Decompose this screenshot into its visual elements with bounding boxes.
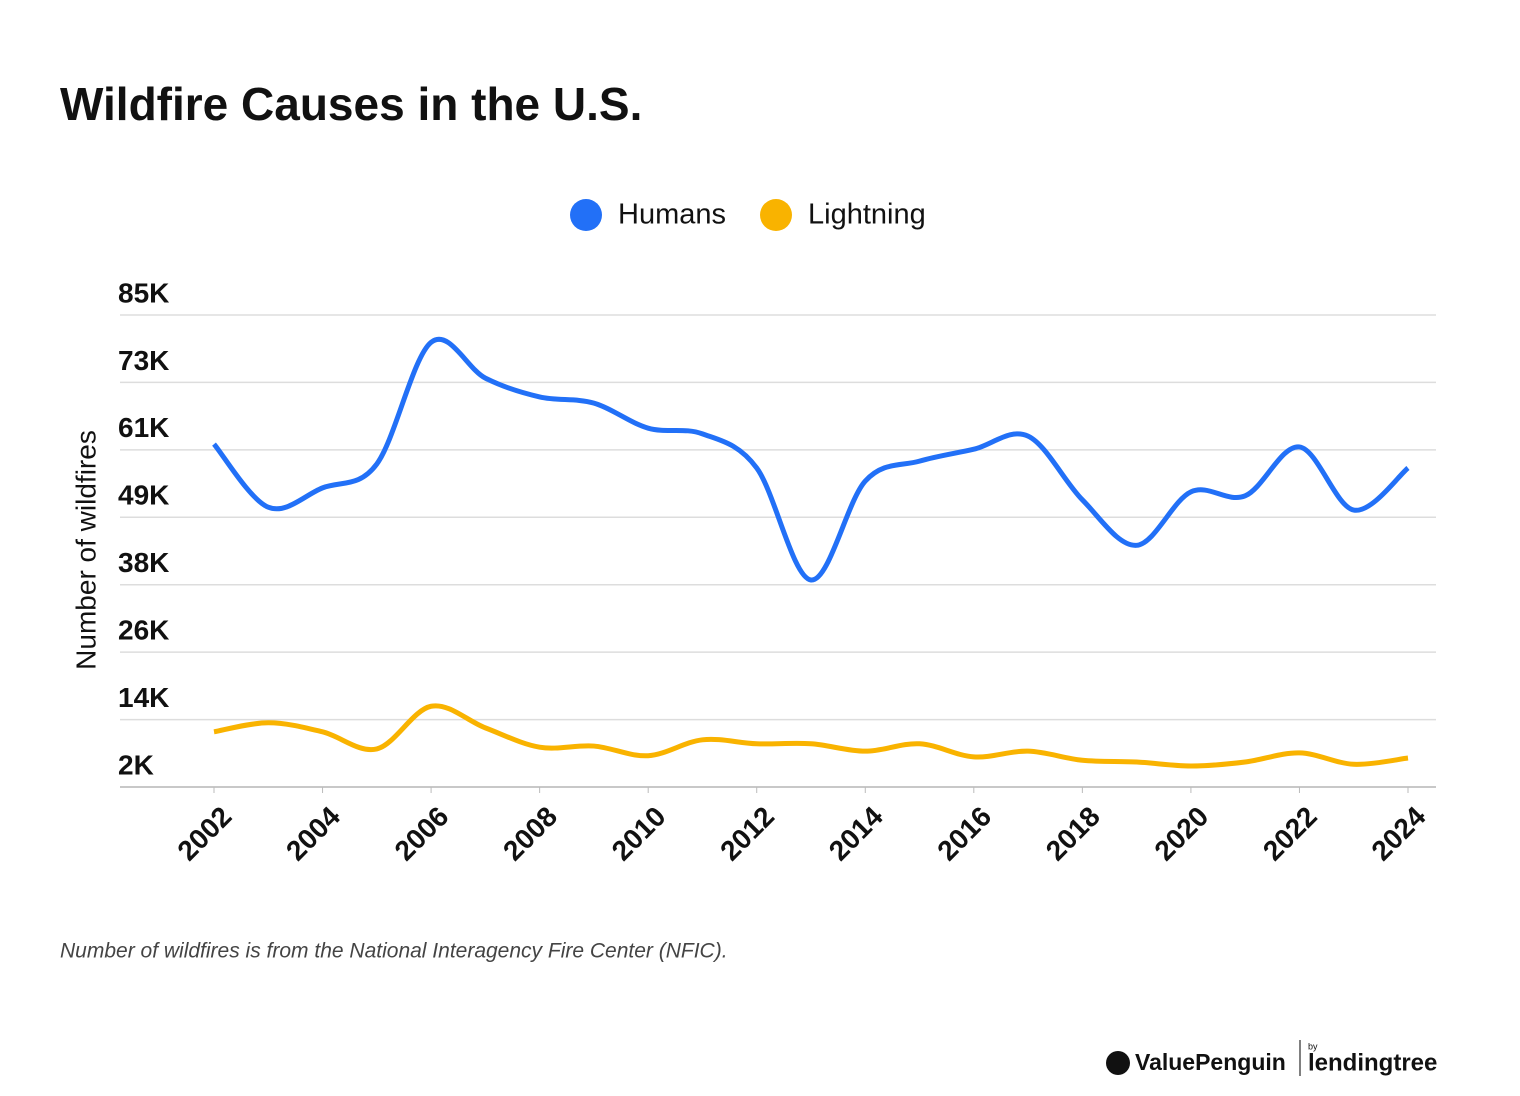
x-tick-label: 2010 — [606, 801, 672, 867]
x-tick-label: 2016 — [931, 801, 997, 867]
x-tick-label: 2004 — [280, 800, 346, 866]
y-axis-title: Number of wildfires — [70, 430, 101, 670]
logo-icon — [1106, 1051, 1130, 1075]
y-tick-label: 38K — [118, 547, 169, 578]
x-tick-label: 2022 — [1257, 801, 1323, 867]
line-series — [212, 337, 1410, 583]
x-tick-label: 2008 — [497, 801, 563, 867]
legend-marker — [570, 199, 602, 231]
y-tick-label: 49K — [118, 480, 169, 511]
legend-label: Lightning — [808, 199, 926, 231]
y-tick-label: 26K — [118, 615, 169, 646]
x-tick-label: 2012 — [714, 801, 780, 867]
footnote: Number of wildfires is from the National… — [60, 940, 728, 963]
x-tick-label: 2018 — [1040, 801, 1106, 867]
x-tick-label: 2006 — [389, 801, 455, 867]
legend-marker — [760, 199, 792, 231]
y-tick-label: 73K — [118, 345, 169, 376]
line-series — [213, 703, 1409, 769]
y-tick-label: 61K — [118, 412, 169, 443]
y-tick-label: 85K — [118, 277, 169, 308]
y-tick-label: 2K — [118, 749, 154, 780]
x-tick-label: 2020 — [1148, 801, 1214, 867]
brand-name: ValuePenguin — [1135, 1049, 1286, 1075]
y-tick-label: 14K — [118, 682, 169, 713]
x-tick-label: 2002 — [171, 801, 237, 867]
legend-label: Humans — [618, 199, 726, 231]
x-tick-label: 2024 — [1365, 800, 1431, 866]
x-tick-label: 2014 — [823, 800, 889, 866]
brand-by: by — [1308, 1041, 1318, 1051]
brand-partner: lendingtree — [1308, 1049, 1437, 1076]
branding: ValuePenguin by lendingtree — [1106, 1040, 1437, 1076]
chart-title: Wildfire Causes in the U.S. — [60, 78, 642, 130]
